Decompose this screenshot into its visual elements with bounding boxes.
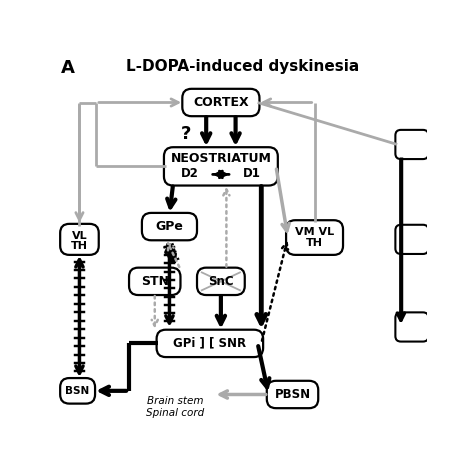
Text: SnC: SnC — [208, 275, 234, 288]
FancyBboxPatch shape — [395, 130, 428, 159]
Text: TH: TH — [306, 238, 323, 248]
FancyBboxPatch shape — [395, 312, 428, 342]
Text: PBSN: PBSN — [274, 388, 310, 401]
Text: TH: TH — [71, 241, 88, 251]
Text: VM VL: VM VL — [295, 228, 334, 237]
FancyBboxPatch shape — [395, 225, 428, 254]
FancyBboxPatch shape — [156, 330, 263, 357]
Text: VL: VL — [72, 231, 87, 241]
Text: D1: D1 — [243, 167, 261, 180]
Text: GPe: GPe — [155, 220, 183, 233]
FancyBboxPatch shape — [129, 268, 181, 295]
Text: GPi ] [ SNR: GPi ] [ SNR — [173, 337, 246, 350]
FancyBboxPatch shape — [286, 220, 343, 255]
Text: A: A — [61, 59, 75, 77]
FancyBboxPatch shape — [142, 213, 197, 240]
Text: L-DOPA-induced dyskinesia: L-DOPA-induced dyskinesia — [126, 59, 360, 73]
FancyBboxPatch shape — [267, 381, 318, 408]
Text: STN: STN — [141, 275, 169, 288]
FancyBboxPatch shape — [182, 89, 259, 116]
Text: CORTEX: CORTEX — [193, 96, 249, 109]
Text: NEOSTRIATUM: NEOSTRIATUM — [171, 152, 271, 165]
Text: D2: D2 — [181, 167, 199, 180]
FancyBboxPatch shape — [60, 378, 95, 404]
Text: Brain stem
Spinal cord: Brain stem Spinal cord — [146, 396, 204, 418]
FancyBboxPatch shape — [60, 224, 99, 255]
Text: BSN: BSN — [65, 386, 90, 396]
FancyBboxPatch shape — [197, 268, 245, 295]
Text: ?: ? — [181, 126, 191, 144]
FancyBboxPatch shape — [164, 147, 278, 185]
